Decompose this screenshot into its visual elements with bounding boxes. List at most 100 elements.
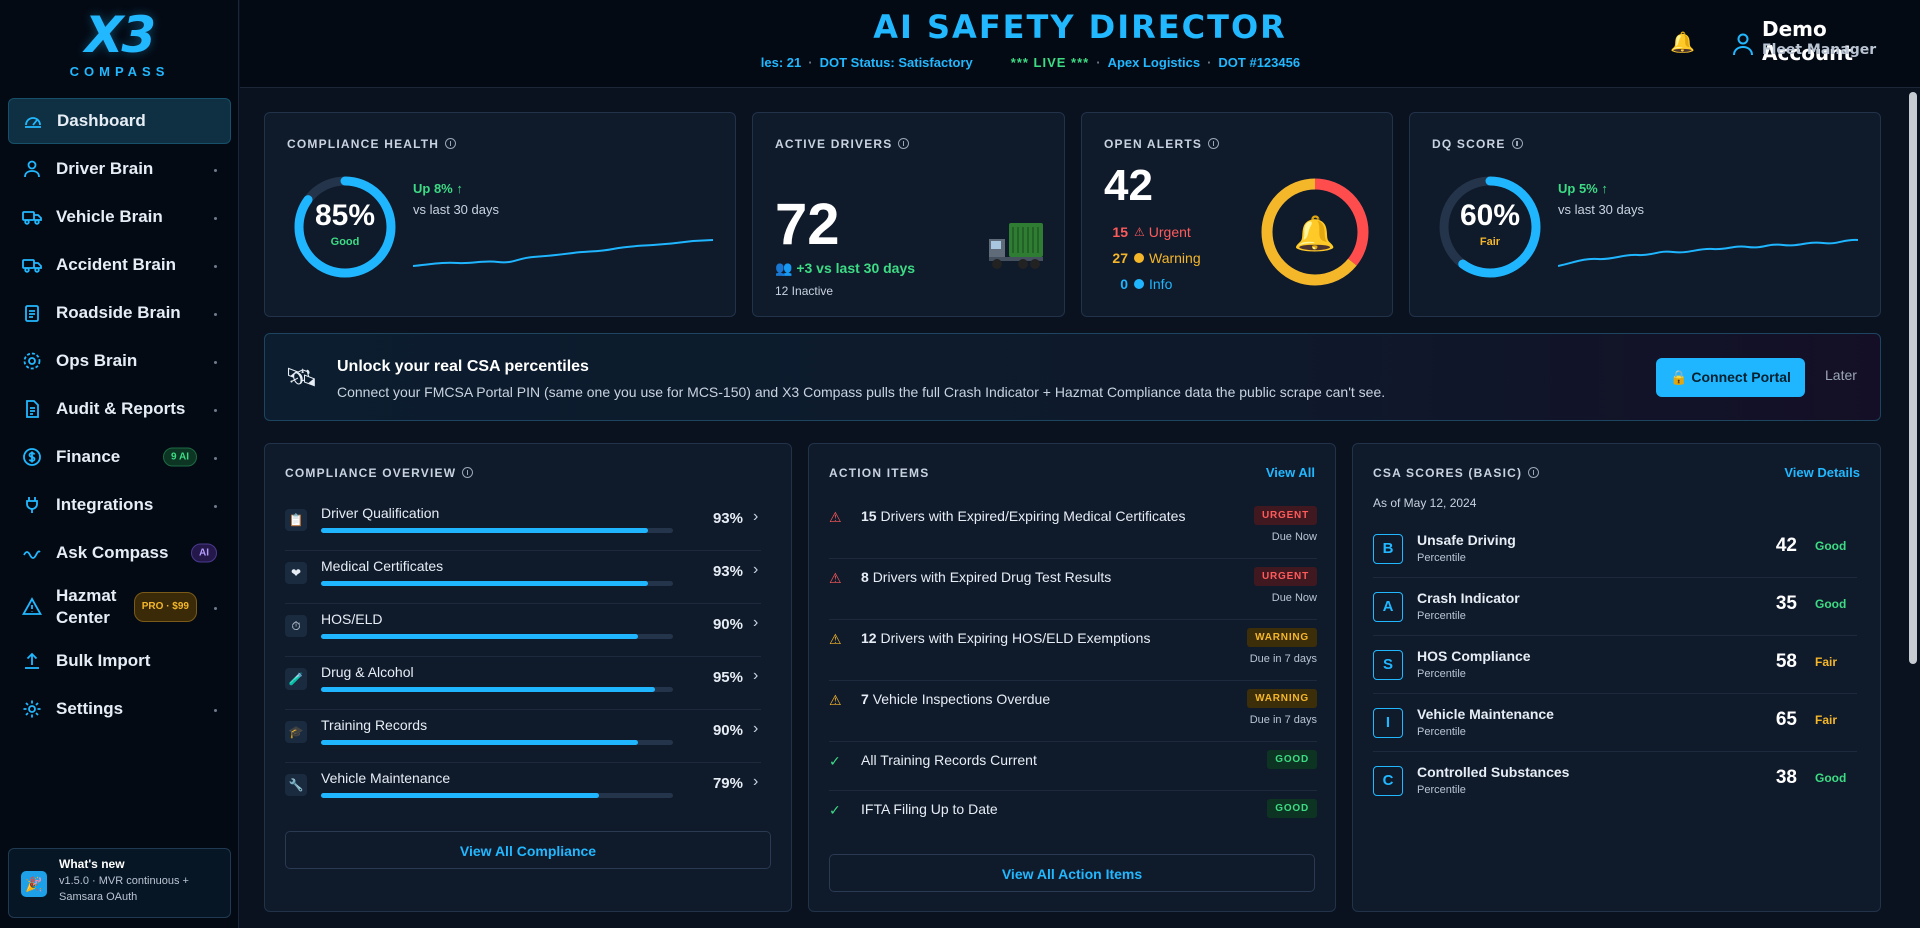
logo-subtitle: COMPASS — [69, 64, 170, 79]
chevron-right-icon[interactable]: › — [753, 773, 759, 790]
sidebar-item-vehicle-brain[interactable]: Vehicle Brain — [8, 194, 231, 240]
sidebar-item-audit-reports[interactable]: Audit & Reports — [8, 386, 231, 432]
trend-indicator: Up 8% ↑ — [413, 181, 463, 196]
sidebar-item-label: Dashboard — [57, 111, 146, 130]
csa-score-value: 38 — [1775, 767, 1797, 788]
csa-rating: Fair — [1815, 655, 1838, 669]
csa-score-row[interactable]: S HOS Compliance Percentile 58 Fair — [1373, 636, 1857, 694]
upload-icon — [22, 651, 42, 671]
connect-portal-button[interactable]: 🔒 Connect Portal — [1656, 358, 1805, 397]
compliance-row[interactable]: 📋 Driver Qualification 93% › — [285, 498, 761, 551]
info-dot-icon — [1134, 279, 1144, 289]
sidebar-item-hazmat-center[interactable]: Hazmat Center PRO · $99 — [8, 578, 231, 636]
sidebar-item-driver-brain[interactable]: Driver Brain — [8, 146, 231, 192]
sidebar-item-roadside-brain[interactable]: Roadside Brain — [8, 290, 231, 336]
csa-category-name: Vehicle Maintenance — [1417, 706, 1554, 722]
info-icon[interactable] — [462, 467, 474, 478]
chevron-right-icon[interactable]: › — [753, 508, 759, 525]
open-alerts-card: OPEN ALERTS 42 15 ⚠ Urgent 27 Warning 0 … — [1081, 112, 1393, 317]
compliance-name: Driver Qualification — [321, 505, 440, 521]
whats-new-text: v1.5.0 · MVR continuous + Samsara OAuth — [59, 875, 189, 903]
view-details-link[interactable]: View Details — [1784, 465, 1860, 480]
user-name[interactable]: Demo Account — [1762, 17, 1853, 65]
info-icon[interactable] — [1528, 467, 1540, 478]
gauge-label: Fair — [1479, 236, 1501, 248]
user-icon[interactable] — [1732, 32, 1754, 56]
compliance-row[interactable]: ❤ Medical Certificates 93% › — [285, 551, 761, 604]
whats-new-card[interactable]: 🎉 What's new v1.5.0 · MVR continuous + S… — [8, 848, 231, 918]
chevron-dot-icon — [214, 313, 217, 316]
compliance-progress-fill — [321, 687, 656, 692]
view-all-link[interactable]: View All — [1265, 465, 1315, 480]
info-icon[interactable] — [1208, 138, 1220, 149]
info-icon[interactable] — [1511, 138, 1523, 149]
action-item-row[interactable]: ⚠ 8 Drivers with Expired Drug Test Result… — [829, 559, 1317, 620]
compliance-category-icon: ❤ — [285, 562, 307, 584]
card-title: CSA SCORES (BASIC) — [1373, 466, 1540, 480]
action-item-row[interactable]: ✓ All Training Records Current GOOD — [829, 742, 1317, 791]
alert-row-warning[interactable]: 27 Warning — [1112, 250, 1201, 266]
compliance-progress-bar — [321, 528, 673, 533]
compliance-progress-bar — [321, 740, 673, 745]
alert-row-urgent[interactable]: 15 ⚠ Urgent — [1112, 224, 1191, 240]
later-button[interactable]: Later — [1825, 367, 1857, 383]
csa-score-row[interactable]: C Controlled Substances Percentile 38 Good — [1373, 752, 1857, 810]
info-icon[interactable] — [445, 138, 457, 149]
chevron-dot-icon — [214, 505, 217, 508]
main-scrollbar[interactable] — [1906, 88, 1920, 928]
chevron-right-icon[interactable]: › — [753, 561, 759, 578]
compliance-progress-bar — [321, 634, 673, 639]
sidebar-item-accident-brain[interactable]: Accident Brain — [8, 242, 231, 288]
sidebar-item-label: Driver Brain — [56, 159, 154, 178]
csa-score-row[interactable]: A Crash Indicator Percentile 35 Good — [1373, 578, 1857, 636]
view-all-action-items-button[interactable]: View All Action Items — [829, 854, 1315, 892]
view-all-compliance-button[interactable]: View All Compliance — [285, 831, 771, 869]
bell-icon[interactable]: 🔔 — [1670, 32, 1695, 54]
ticker-vehicles: hicles: 21 — [760, 55, 802, 70]
scrollbar-thumb[interactable] — [1909, 92, 1917, 664]
csa-category-name: Controlled Substances — [1417, 764, 1570, 780]
sidebar-item-label: Integrations — [56, 495, 154, 514]
compliance-row[interactable]: 🔧 Vehicle Maintenance 79% › — [285, 763, 761, 816]
compliance-row[interactable]: 🎓 Training Records 90% › — [285, 710, 761, 763]
warning-dot-icon — [1134, 253, 1144, 263]
sidebar-item-settings[interactable]: Settings — [8, 686, 231, 732]
sidebar-item-finance[interactable]: Finance 9 AI — [8, 434, 231, 480]
chevron-right-icon[interactable]: › — [753, 720, 759, 737]
sidebar-item-ops-brain[interactable]: Ops Brain — [8, 338, 231, 384]
sidebar-item-integrations[interactable]: Integrations — [8, 482, 231, 528]
action-item-row[interactable]: ✓ IFTA Filing Up to Date GOOD — [829, 791, 1317, 840]
action-item-row[interactable]: ⚠ 15 Drivers with Expired/Expiring Medica… — [829, 498, 1317, 559]
hazard-icon — [21, 597, 43, 617]
csa-score-row[interactable]: B Unsafe Driving Percentile 42 Good — [1373, 520, 1857, 578]
action-item-text: 7 Vehicle Inspections Overdue — [861, 691, 1051, 707]
compliance-row[interactable]: 🧪 Drug & Alcohol 95% › — [285, 657, 761, 710]
action-item-row[interactable]: ⚠ 12 Drivers with Expiring HOS/ELD Exempt… — [829, 620, 1317, 681]
ticker-dot-number: DOT #123456 — [1218, 55, 1301, 70]
csa-score-row[interactable]: I Vehicle Maintenance Percentile 65 Fair — [1373, 694, 1857, 752]
gauge-value: 85% — [314, 199, 376, 232]
action-item-row[interactable]: ⚠ 7 Vehicle Inspections Overdue WARNING Due… — [829, 681, 1317, 742]
csa-category-sub: Percentile — [1417, 668, 1466, 680]
csa-rating: Good — [1815, 771, 1847, 785]
compliance-row[interactable]: ⏱ HOS/ELD 90% › — [285, 604, 761, 657]
trend-indicator: Up 5% ↑ — [1558, 181, 1608, 196]
chevron-dot-icon — [214, 409, 217, 412]
sidebar: X3 COMPASS Dashboard Driver Brain Vehicl… — [0, 0, 239, 928]
sidebar-item-ask-compass[interactable]: Ask Compass AI — [8, 530, 231, 576]
info-icon[interactable] — [898, 138, 910, 149]
dollar-icon — [22, 447, 42, 467]
csa-category-letter: A — [1373, 592, 1403, 622]
chevron-right-icon[interactable]: › — [753, 667, 759, 684]
sidebar-item-bulk-import[interactable]: Bulk Import — [8, 638, 231, 684]
action-item-text: 12 Drivers with Expiring HOS/ELD Exempti… — [861, 630, 1151, 646]
bell-icon: 🔔 — [1294, 215, 1336, 253]
compliance-name: Drug & Alcohol — [321, 664, 414, 680]
csa-scores-card: CSA SCORES (BASIC) View Details As of Ma… — [1352, 443, 1881, 912]
chevron-right-icon[interactable]: › — [753, 614, 759, 631]
sidebar-item-dashboard[interactable]: Dashboard — [8, 98, 231, 144]
logo[interactable]: X3 COMPASS — [0, 8, 239, 79]
alert-row-info[interactable]: 0 Info — [1120, 276, 1173, 292]
satellite-icon: 🛰 — [285, 362, 319, 392]
check-icon: ✓ — [829, 802, 841, 818]
